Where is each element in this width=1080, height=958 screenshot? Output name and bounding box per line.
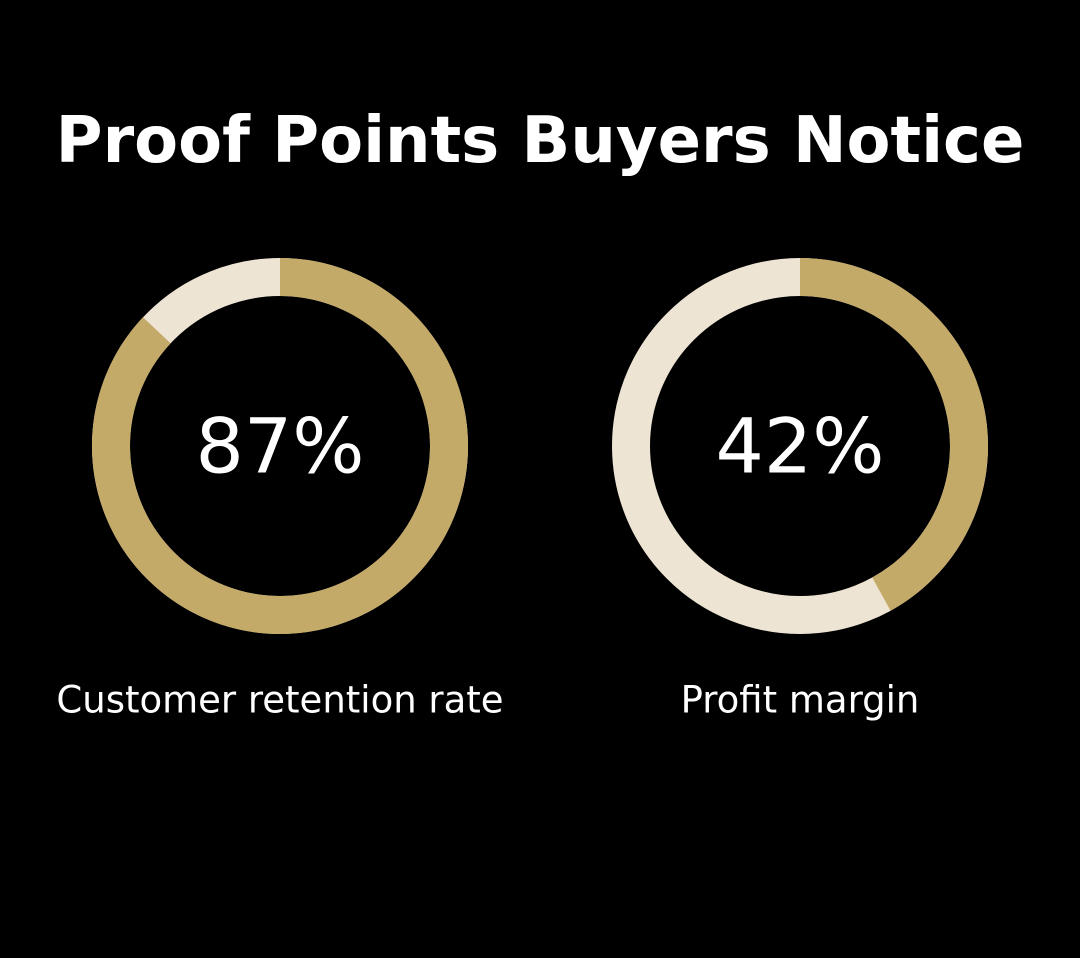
donut-fill-arc <box>92 258 468 634</box>
donut-value-text: 42% <box>716 402 885 491</box>
donut-label: Customer retention rate <box>56 679 503 722</box>
donut-value-text: 87% <box>196 402 365 491</box>
donut-chart-retention: 87% Customer retention rate <box>56 258 504 722</box>
donut-fill-arc <box>799 258 988 611</box>
donut-label: Profit margin <box>681 679 920 722</box>
donut-chart-profit: 42% Profit margin <box>612 258 988 722</box>
page-title: Proof Points Buyers Notice <box>55 104 1025 178</box>
